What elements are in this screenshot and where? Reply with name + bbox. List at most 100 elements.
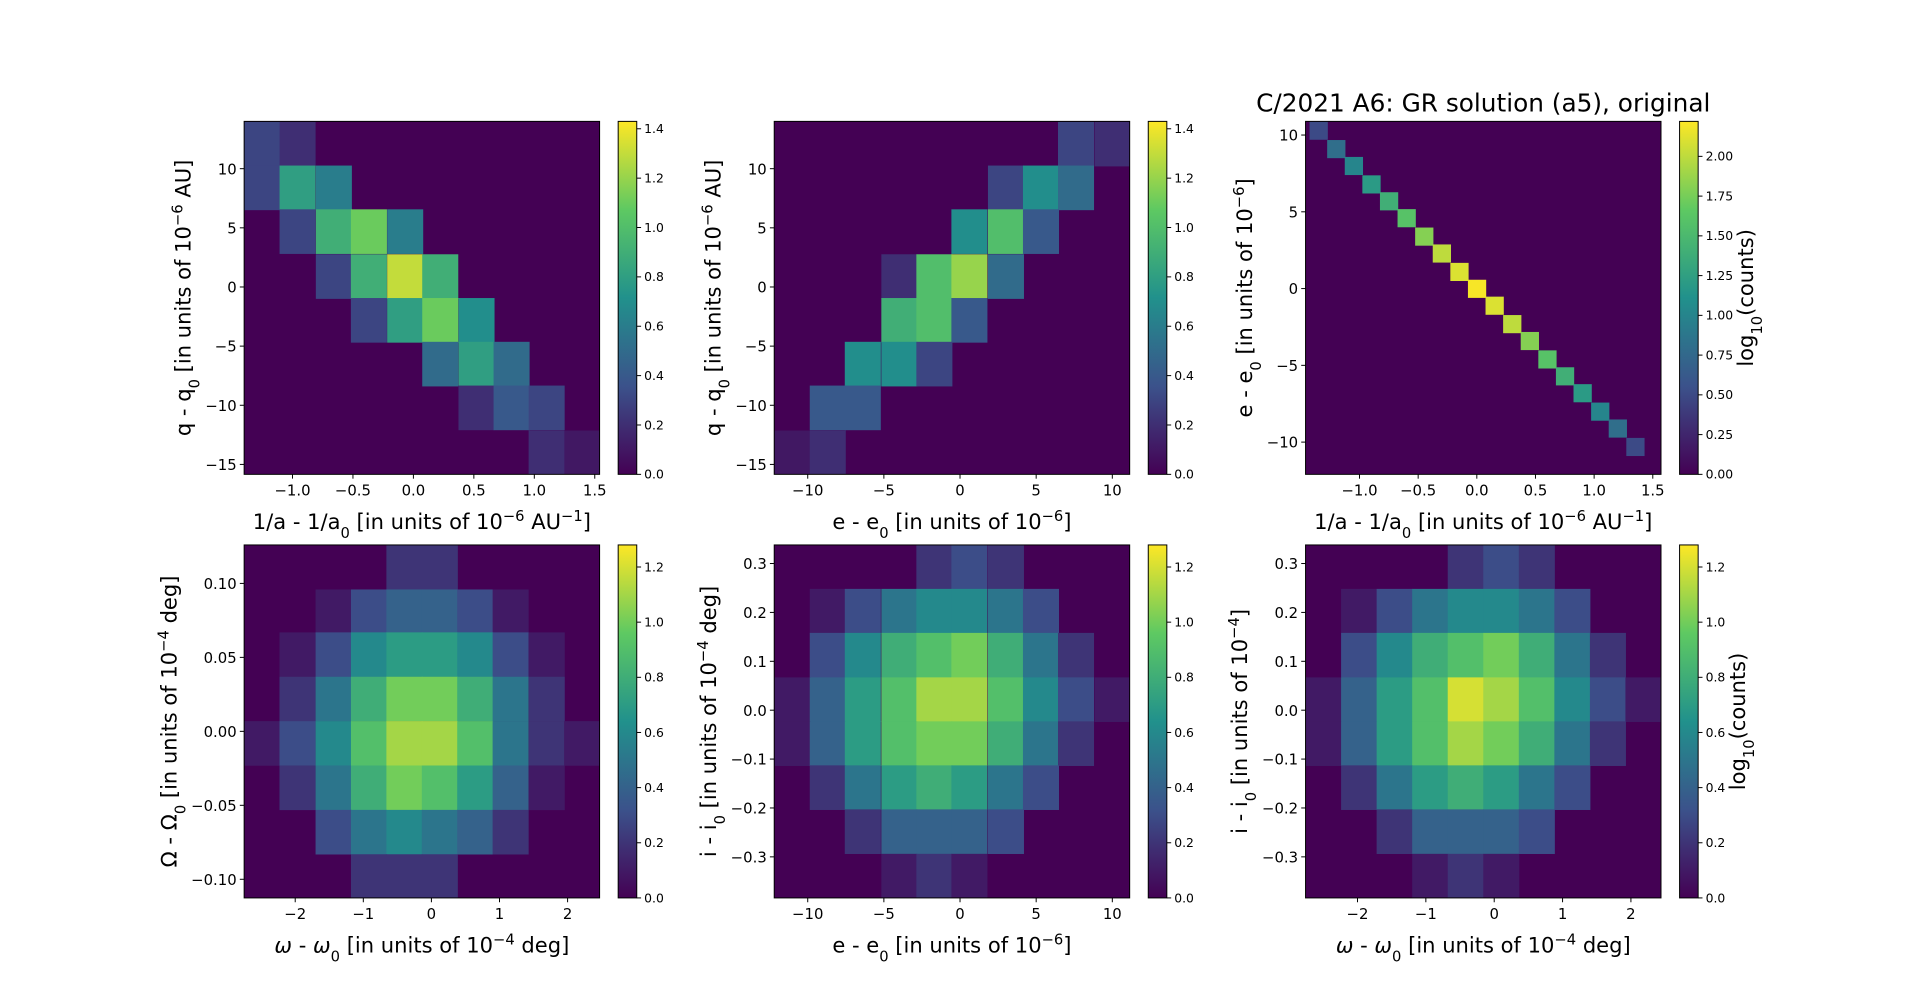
x-tick-label: 1.0	[522, 481, 546, 499]
y-axis-label: q - q0 [in units of 10−6 AU]	[169, 160, 203, 436]
colorbar-tick-label: 0.50	[1706, 388, 1734, 402]
hex-cell	[844, 809, 881, 854]
hex-cell	[809, 385, 846, 431]
hex-cell	[1589, 721, 1626, 766]
x-axis-label-part: [in units of 10	[889, 932, 1042, 957]
x-axis-label: 1/a - 1/a0 [in units of 10−6 AU−1]	[1314, 507, 1652, 541]
hex-cell	[951, 298, 988, 343]
y-tick-label: −5	[215, 338, 237, 356]
colorbar-tick-label: 2.00	[1706, 150, 1734, 164]
x-tick-label: 1.5	[1641, 481, 1665, 499]
hex-cell	[1483, 765, 1520, 810]
y-tick-label: −10	[1267, 434, 1298, 452]
hex-cell	[844, 385, 881, 431]
y-tick-label: −15	[205, 456, 236, 474]
hex-cell	[528, 430, 565, 475]
x-tick-label: 2	[1626, 905, 1635, 923]
hex-cell	[1447, 677, 1484, 722]
hex-cell	[458, 298, 495, 343]
y-tick-label: 0.0	[743, 702, 767, 720]
colorbar	[617, 120, 638, 475]
hex-cell	[422, 298, 459, 343]
x-axis-label-part: 1/a - 1/a	[253, 509, 341, 534]
hex-cell	[987, 677, 1024, 722]
y-axis-label: e - e0 [in units of 10−6]	[1230, 178, 1264, 417]
colorbar-tick-label: 0.4	[1706, 781, 1726, 795]
hex-cell	[279, 165, 316, 211]
hex-cell	[279, 765, 316, 811]
x-axis-label-part: AU	[1586, 509, 1623, 534]
hex-cell	[1608, 419, 1627, 438]
colorbar-tick-label: 0.4	[644, 781, 664, 795]
y-tick-label: −0.3	[1262, 848, 1298, 866]
hex-cell	[386, 545, 423, 590]
hex-cell	[916, 765, 953, 810]
hex-cell	[528, 721, 565, 766]
hex-cell	[881, 677, 918, 722]
x-tick-label: 1.0	[1582, 481, 1606, 499]
x-axis-label-part: [in units of 10	[1401, 932, 1554, 957]
y-tick-label: −10	[735, 397, 766, 415]
hex-cell	[1057, 677, 1095, 722]
hex-cell	[421, 589, 458, 635]
hex-cell	[421, 765, 458, 811]
colorbar-tick-label: 0.4	[1174, 369, 1194, 383]
colorbar-tick-label: 0.0	[1706, 891, 1726, 905]
hex-cell	[1483, 544, 1520, 590]
hex-cell	[774, 677, 811, 722]
hex-cell	[458, 341, 495, 387]
hex-cell	[809, 588, 846, 634]
x-axis-label-part: −4	[1554, 931, 1576, 948]
colorbar-label-part: (counts)	[1725, 653, 1750, 740]
axes-frame	[1305, 544, 1662, 899]
y-tick-label: 0.2	[743, 604, 767, 622]
x-axis-label-part: −6	[1042, 507, 1064, 524]
x-axis-label: e - e0 [in units of 10−6]	[832, 931, 1071, 965]
hex-cell	[951, 853, 988, 898]
hex-cell	[916, 341, 953, 387]
y-tick-label: 0	[1289, 280, 1298, 298]
hex-cell	[881, 853, 918, 898]
x-axis-label-part: ω	[274, 932, 292, 957]
hex-cell	[1518, 721, 1555, 766]
hex-cell	[493, 385, 530, 431]
hex-cell	[457, 809, 494, 855]
hex-cell	[881, 298, 918, 343]
hex-cell	[1412, 721, 1449, 766]
colorbar-label-part: log	[1733, 335, 1758, 367]
hex-cell	[315, 632, 352, 677]
hex-cell	[809, 677, 846, 722]
hex-cell	[1447, 809, 1484, 854]
colorbar-tick-label: 0.2	[644, 418, 664, 432]
colorbar-label: log10(counts)	[1725, 653, 1758, 791]
y-tick-label: 10	[1279, 127, 1298, 145]
hex-cell	[1022, 632, 1060, 678]
hex-cell	[1057, 165, 1095, 211]
x-axis-label-part: ]	[583, 509, 591, 534]
y-axis-label-part: [in units of 10	[156, 652, 181, 805]
hex-cell	[457, 632, 494, 677]
x-tick-label: 0	[955, 481, 964, 499]
y-axis-label-part: deg]	[156, 576, 181, 631]
y-axis-label: i - i0 [in units of 10−4 deg]	[694, 586, 728, 857]
hex-cell	[1341, 677, 1378, 722]
hex-cell	[1447, 588, 1484, 634]
hex-cell	[1397, 209, 1416, 228]
x-tick-label: −1	[1415, 905, 1437, 923]
hex-cell	[844, 677, 881, 722]
colorbar-tick-label: 1.2	[644, 560, 664, 574]
x-tick-label: −1.0	[1341, 481, 1377, 499]
x-tick-label: 0	[1489, 905, 1498, 923]
hex-cell	[279, 632, 316, 677]
colorbar-tick-label: 0.0	[644, 891, 664, 905]
hex-cell	[493, 341, 530, 387]
x-tick-label: 1.5	[583, 481, 607, 499]
colorbar-label-part: 10	[1741, 739, 1758, 758]
hex-cell	[350, 854, 388, 898]
hex-cell	[987, 165, 1024, 211]
hex-cell	[1022, 209, 1060, 254]
y-axis-label-part: q - q	[170, 388, 195, 436]
y-axis-label-part: 0	[716, 379, 733, 388]
colorbar-label-part: 10	[1749, 316, 1766, 335]
